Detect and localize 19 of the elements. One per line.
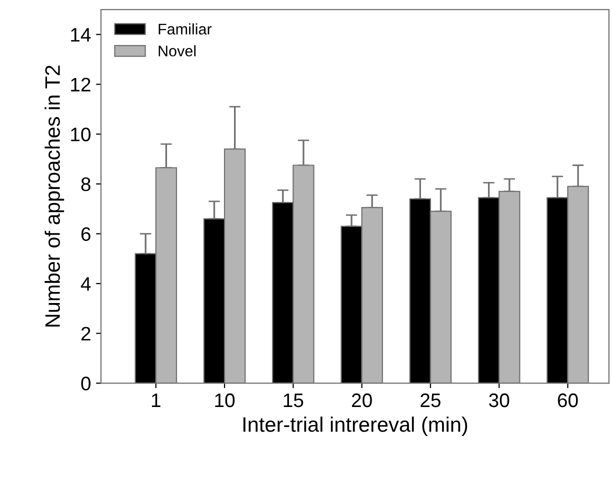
legend-label: Novel [158, 45, 196, 56]
y-tick-label: 2 [81, 326, 90, 340]
x-axis-title: Inter-trial intrereval (min) [243, 416, 468, 436]
y-tick-label: 6 [81, 227, 90, 241]
y-tick-label: 8 [81, 177, 90, 192]
x-tick-label: 20 [352, 393, 372, 408]
x-tick-label: 25 [420, 393, 440, 408]
legend-label: Familiar [158, 23, 212, 35]
x-tick-label: 60 [558, 393, 578, 408]
y-tick-label: 0 [81, 376, 90, 390]
y-tick-label: 10 [71, 128, 90, 142]
x-tick-label: 1 [152, 394, 160, 408]
y-tick-label: 4 [80, 277, 91, 291]
y-tick-label: 14 [71, 28, 91, 42]
x-tick-label: 30 [489, 393, 510, 408]
y-axis-title: Number of approaches in T2 [44, 66, 64, 326]
x-tick-label: 10 [215, 393, 235, 408]
y-tick-label: 12 [71, 78, 90, 92]
x-tick-label: 15 [284, 394, 304, 408]
